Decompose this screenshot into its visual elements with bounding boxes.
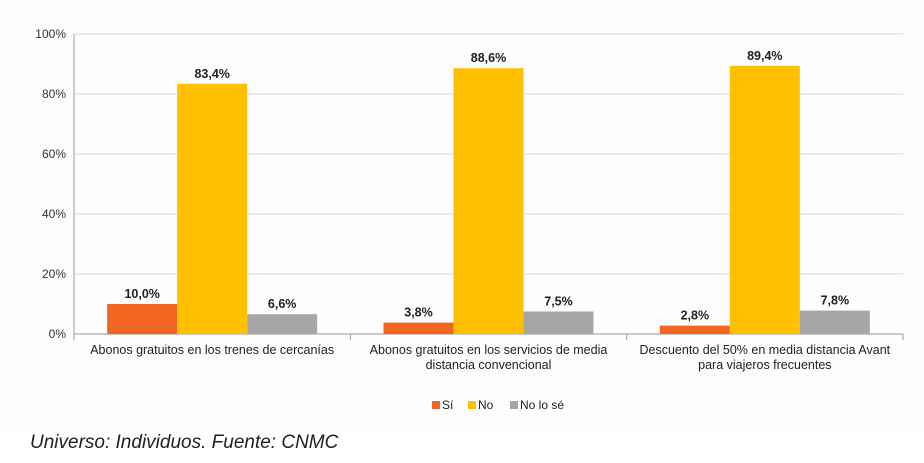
category-label: Descuento del 50% en media distancia Ava… (640, 343, 891, 357)
bar (799, 310, 870, 334)
data-label: 7,5% (544, 295, 573, 309)
source-note: Universo: Individuos. Fuente: CNMC (30, 432, 339, 453)
legend-swatch (468, 401, 476, 409)
legend-label: No (478, 398, 494, 412)
y-tick-label: 80% (42, 87, 66, 101)
category-label: Abonos gratuitos en los servicios de med… (370, 343, 608, 357)
bar (383, 322, 454, 334)
data-label: 83,4% (194, 67, 229, 81)
data-label: 89,4% (747, 49, 782, 63)
data-label: 7,8% (821, 294, 850, 308)
data-label: 3,8% (404, 306, 433, 320)
bar (453, 68, 524, 334)
bar-chart: 0% 20% 40% 60% 80% 100% 10,0% 83,4% 6,6% Abonos g… (35, 27, 904, 412)
bar (107, 304, 178, 334)
y-tick-label: 100% (35, 27, 66, 41)
y-tick-label: 60% (42, 147, 66, 161)
bar (247, 314, 318, 334)
bar (523, 311, 594, 334)
data-label: 2,8% (681, 309, 710, 323)
legend-swatch (432, 401, 440, 409)
y-tick-label: 40% (42, 207, 66, 221)
legend-swatch (510, 401, 518, 409)
data-label: 10,0% (124, 287, 159, 301)
category-label: distancia convencional (426, 358, 552, 372)
bar (177, 83, 248, 334)
category-label: para viajeros frecuentes (698, 358, 831, 372)
chart-area: 0% 20% 40% 60% 80% 100% 10,0% 83,4% 6,6% Abonos g… (35, 27, 904, 412)
category-label: Abonos gratuitos en los trenes de cercan… (90, 343, 334, 357)
y-tick-label: 20% (42, 267, 66, 281)
bar (659, 325, 730, 334)
bar (729, 65, 800, 335)
data-label: 6,6% (268, 297, 297, 311)
data-label: 88,6% (471, 51, 506, 65)
y-tick-label: 0% (49, 327, 67, 341)
legend-label: Sí (442, 398, 454, 412)
legend-label: No lo sé (520, 398, 564, 412)
